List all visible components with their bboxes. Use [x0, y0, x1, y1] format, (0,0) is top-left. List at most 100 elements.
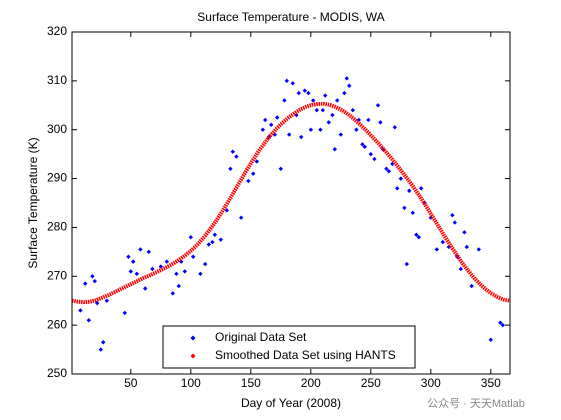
x-axis-label: Day of Year (2008) [241, 396, 341, 410]
data-point [269, 122, 274, 128]
data-point [318, 127, 323, 132]
data-point [440, 239, 445, 245]
data-point [260, 127, 265, 132]
data-point [500, 322, 505, 328]
data-point [416, 235, 421, 240]
data-point [452, 220, 457, 225]
data-point [392, 125, 397, 130]
data-point [275, 115, 280, 120]
data-point [311, 98, 316, 103]
data-point [134, 271, 139, 277]
data-point [308, 127, 313, 132]
data-point [404, 261, 409, 267]
data-point [83, 281, 88, 286]
x-tick-label: 50 [124, 376, 138, 390]
data-point [98, 347, 103, 352]
data-point [462, 230, 467, 235]
data-point [410, 210, 415, 215]
chart-title: Surface Temperature - MODIS, WA [197, 10, 384, 24]
data-point [419, 186, 424, 191]
data-point [390, 161, 395, 167]
data-point [338, 132, 343, 137]
data-point [251, 171, 256, 176]
data-point [210, 239, 215, 245]
data-point [320, 107, 325, 113]
y-tick-label: 260 [47, 317, 67, 331]
data-point [450, 213, 455, 218]
data-point [170, 291, 175, 296]
data-point [224, 208, 229, 213]
data-point [191, 254, 196, 259]
data-point [278, 166, 283, 171]
legend-marker [190, 335, 196, 341]
watermark: 公众号 · 天天Matlab [427, 397, 525, 410]
data-point [344, 76, 349, 81]
legend-label: Original Data Set [215, 330, 307, 344]
data-point [375, 103, 381, 108]
x-tick-label: 100 [181, 376, 201, 390]
data-point [330, 112, 335, 118]
data-point [294, 112, 299, 118]
data-point [332, 147, 337, 152]
data-point [342, 90, 347, 96]
data-point [143, 286, 148, 291]
data-point [372, 156, 377, 162]
data-point [287, 132, 292, 137]
data-point [284, 78, 289, 84]
data-point [176, 283, 181, 289]
data-point [131, 259, 136, 264]
data-point [464, 244, 469, 250]
data-point [414, 232, 419, 237]
legend-box [162, 325, 416, 369]
data-point [306, 90, 311, 96]
data-point [350, 107, 355, 113]
data-point [246, 178, 251, 184]
data-point [398, 176, 403, 181]
data-point [488, 337, 493, 342]
data-point [150, 266, 155, 272]
data-point [104, 298, 109, 303]
data-point [378, 120, 383, 125]
y-axis-label: Surface Temperature (K) [26, 137, 40, 268]
data-point [469, 283, 474, 289]
data-point [263, 117, 268, 123]
data-point [138, 247, 143, 252]
data-point [203, 261, 208, 267]
data-point [434, 247, 439, 252]
data-point [78, 308, 83, 313]
data-point [299, 134, 304, 140]
data-point [498, 320, 503, 325]
data-point [347, 83, 352, 88]
data-point [354, 127, 359, 132]
data-point [386, 169, 391, 174]
data-point [188, 235, 193, 240]
y-tick-label: 290 [47, 171, 67, 185]
data-point [164, 259, 169, 264]
data-point [402, 205, 407, 211]
data-point [86, 318, 91, 323]
data-point [239, 215, 244, 220]
y-tick-label: 320 [47, 24, 67, 38]
x-tick-label: 200 [301, 376, 321, 390]
data-point [290, 81, 295, 86]
data-point [368, 151, 373, 157]
data-point [218, 237, 223, 242]
data-point [212, 232, 217, 237]
legend-marker [190, 353, 196, 359]
y-tick-label: 280 [47, 220, 67, 234]
data-point [302, 88, 307, 93]
data-point [360, 142, 365, 147]
data-point [90, 274, 95, 279]
data-point [326, 120, 331, 125]
data-point [407, 188, 412, 193]
legend-label: Smoothed Data Set using HANTS [215, 348, 396, 362]
data-point [122, 310, 127, 316]
y-tick-label: 250 [47, 366, 67, 380]
data-point [206, 242, 211, 247]
data-point [362, 144, 367, 150]
data-point [126, 254, 131, 259]
data-point [230, 149, 235, 154]
x-tick-label: 350 [481, 376, 501, 390]
x-tick-label: 250 [361, 376, 381, 390]
data-point [296, 90, 301, 96]
